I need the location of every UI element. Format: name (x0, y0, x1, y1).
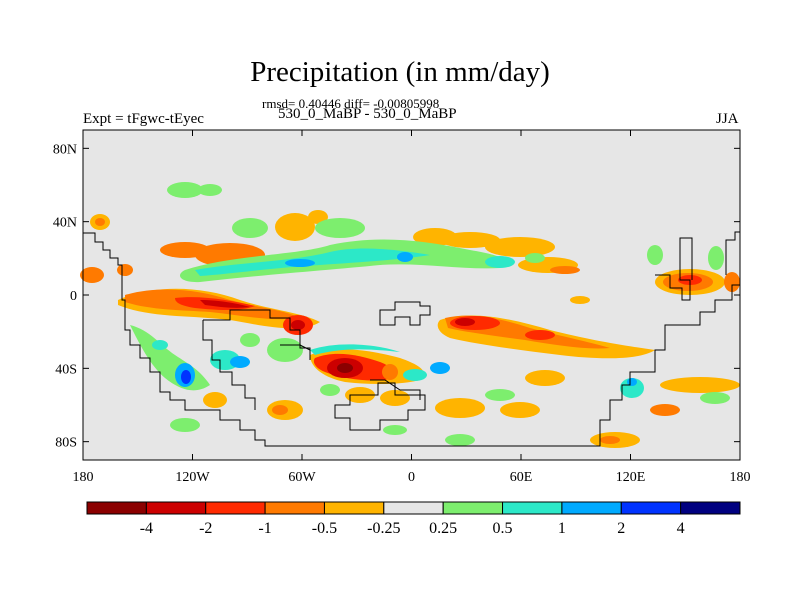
colorbar-label: 0.25 (429, 520, 457, 537)
lon-tick-label: 120W (175, 470, 210, 485)
lat-tick-label: 40S (55, 362, 77, 377)
colorbar-label: 2 (617, 520, 625, 537)
colorbar-label: -0.25 (367, 520, 400, 537)
colorbar-swatch (145, 501, 207, 515)
lon-tick-label: 180 (730, 470, 751, 485)
colorbar-swatch (383, 501, 444, 515)
colorbar-swatch (680, 501, 741, 515)
lon-tick-label: 120E (616, 470, 646, 485)
colorbar-label: -0.5 (312, 520, 337, 537)
runs-label: 530_0_MaBP - 530_0_MaBP (278, 106, 457, 122)
colorbar-swatch (264, 501, 325, 515)
map-axes: 80N 40N 0 40S 80S 180 120W 60W 0 60E 120E 180 (53, 130, 751, 485)
precip-field (80, 129, 741, 461)
lat-tick-label: 40N (53, 216, 77, 231)
lon-tick-label: 0 (408, 470, 415, 485)
map-title: Precipitation (in mm/day) (250, 56, 550, 88)
experiment-label: Expt = tFgwc-tEyec (83, 111, 204, 127)
colorbar-swatch (323, 501, 385, 515)
stats-label: rmsd= 0.40446 diff= -0.00805998 (262, 96, 440, 111)
season-label: JJA (716, 111, 739, 127)
colorbar-swatch (561, 501, 622, 515)
coastlines (83, 231, 740, 447)
lon-tick-label: 60W (288, 470, 316, 485)
colorbar-swatch (620, 501, 682, 515)
colorbar-label: 1 (558, 520, 566, 537)
lat-tick-label: 80S (55, 436, 77, 451)
colorbar-swatch (86, 501, 147, 515)
colorbar-swatch (502, 501, 563, 515)
colorbar-swatch (205, 501, 266, 515)
colorbar-label: -4 (140, 520, 153, 537)
colorbar-label: -1 (258, 520, 271, 537)
colorbar-label: -2 (199, 520, 212, 537)
colorbar-swatch (442, 501, 504, 515)
lon-tick-label: 180 (73, 470, 94, 485)
lon-tick-label: 60E (510, 470, 533, 485)
colorbar-label: 0.5 (493, 520, 513, 537)
colorbar-label: 4 (677, 520, 685, 537)
lat-tick-label: 0 (70, 289, 77, 304)
lat-tick-label: 80N (53, 142, 77, 157)
